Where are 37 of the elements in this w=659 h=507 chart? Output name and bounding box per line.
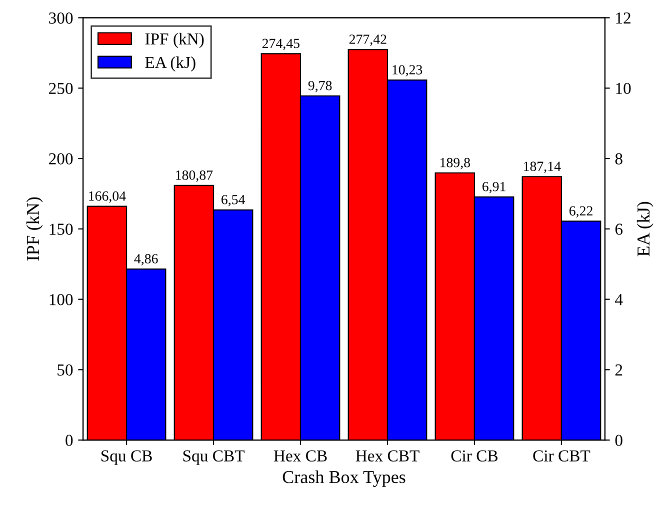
y-tick-label: 150 — [50, 224, 73, 235]
data-label: 187,14 — [524, 162, 561, 174]
data-label: 189,8 — [440, 158, 470, 170]
y-tick-label: 200 — [49, 153, 73, 164]
legend-label: EA (kJ) — [145, 56, 196, 72]
data-label: 180,87 — [176, 170, 213, 182]
data-label: 9,78 — [308, 80, 332, 92]
y2-tick-label: 8 — [615, 153, 622, 164]
data-label: 166,04 — [89, 191, 126, 203]
y2-tick-label: 10 — [616, 82, 631, 94]
y-tick-label: 50 — [58, 364, 73, 376]
data-label: 277,42 — [349, 34, 386, 46]
x-tick-label: Cir CBT — [533, 450, 590, 462]
x-tick-label: Cir CB — [451, 450, 498, 462]
x-tick-label: Hex CB — [274, 450, 327, 462]
x-tick-label: Hex CBT — [356, 450, 420, 462]
y2-tick-label: 12 — [616, 12, 630, 24]
y-tick-label: 100 — [50, 294, 73, 306]
x-tick-label: Squ CB — [101, 450, 152, 465]
data-label: 10,23 — [392, 65, 422, 76]
y2-tick-label: 4 — [615, 294, 623, 306]
data-label: 274,45 — [262, 38, 300, 50]
x-axis-title: Crash Box Types — [282, 470, 406, 487]
y2-axis-title: EA (kJ) — [636, 202, 654, 256]
y-axis-title: IPF (kN) — [26, 197, 43, 261]
y2-tick-label: 2 — [615, 364, 622, 376]
data-label: 6,54 — [222, 194, 246, 206]
legend-label: IPF (kN) — [145, 32, 204, 48]
y2-tick-label: 0 — [615, 434, 622, 446]
y-tick-label: 300 — [49, 12, 73, 24]
y-tick-label: 0 — [66, 434, 73, 446]
y2-tick-label: 6 — [615, 224, 623, 235]
data-label: 4,86 — [134, 254, 158, 266]
x-tick-label: Squ CBT — [183, 450, 244, 465]
data-label: 6,22 — [569, 206, 592, 218]
y-tick-label: 250 — [49, 82, 73, 94]
data-label: 6,91 — [482, 182, 506, 194]
